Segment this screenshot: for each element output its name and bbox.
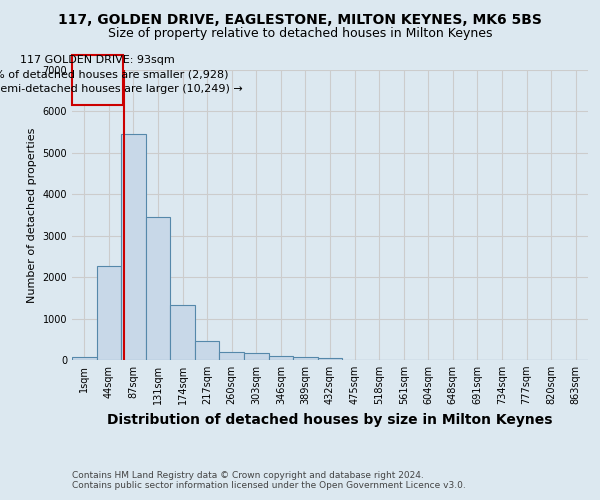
- Text: 117, GOLDEN DRIVE, EAGLESTONE, MILTON KEYNES, MK6 5BS: 117, GOLDEN DRIVE, EAGLESTONE, MILTON KE…: [58, 12, 542, 26]
- Bar: [293, 356, 318, 360]
- FancyBboxPatch shape: [72, 56, 123, 105]
- Y-axis label: Number of detached properties: Number of detached properties: [27, 128, 37, 302]
- Bar: [97, 266, 121, 360]
- Bar: [220, 352, 244, 360]
- Bar: [146, 217, 170, 360]
- Text: ← 22% of detached houses are smaller (2,928): ← 22% of detached houses are smaller (2,…: [0, 69, 229, 79]
- Text: Contains public sector information licensed under the Open Government Licence v3: Contains public sector information licen…: [72, 481, 466, 490]
- Text: 117 GOLDEN DRIVE: 93sqm: 117 GOLDEN DRIVE: 93sqm: [20, 54, 175, 64]
- Text: 78% of semi-detached houses are larger (10,249) →: 78% of semi-detached houses are larger (…: [0, 84, 243, 94]
- Bar: [72, 357, 97, 360]
- Bar: [121, 134, 146, 360]
- Text: Contains HM Land Registry data © Crown copyright and database right 2024.: Contains HM Land Registry data © Crown c…: [72, 471, 424, 480]
- Text: Size of property relative to detached houses in Milton Keynes: Size of property relative to detached ho…: [108, 28, 492, 40]
- Bar: [170, 306, 195, 360]
- Bar: [269, 356, 293, 360]
- Bar: [244, 354, 269, 360]
- X-axis label: Distribution of detached houses by size in Milton Keynes: Distribution of detached houses by size …: [107, 412, 553, 426]
- Bar: [318, 358, 342, 360]
- Bar: [195, 342, 220, 360]
